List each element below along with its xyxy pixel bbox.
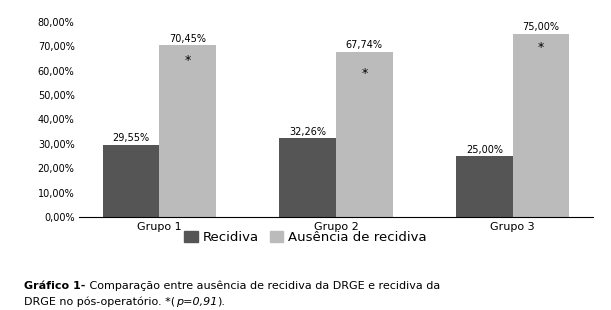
Bar: [456, 156, 513, 217]
Text: Comparação entre ausência de recidiva da DRGE e recidiva da: Comparação entre ausência de recidiva da…: [86, 281, 440, 291]
Text: 29,55%: 29,55%: [112, 133, 150, 144]
Text: p=0,91: p=0,91: [175, 297, 217, 307]
Text: ).: ).: [217, 297, 225, 307]
Text: *: *: [185, 54, 191, 67]
Bar: [336, 52, 393, 217]
Text: 70,45%: 70,45%: [169, 33, 206, 43]
Text: 32,26%: 32,26%: [289, 127, 326, 137]
Text: *: *: [538, 41, 544, 54]
Bar: [279, 138, 336, 217]
Bar: [103, 145, 159, 217]
Text: *: *: [361, 67, 367, 80]
Text: 75,00%: 75,00%: [522, 22, 560, 33]
Text: 25,00%: 25,00%: [466, 144, 503, 154]
Text: 67,74%: 67,74%: [346, 40, 383, 50]
Text: DRGE no pós-operatório. *(: DRGE no pós-operatório. *(: [24, 297, 175, 307]
Text: Gráfico 1-: Gráfico 1-: [24, 281, 86, 290]
Bar: [513, 34, 569, 217]
Bar: [159, 45, 216, 217]
Legend: Recidiva, Ausência de recidiva: Recidiva, Ausência de recidiva: [179, 226, 432, 249]
